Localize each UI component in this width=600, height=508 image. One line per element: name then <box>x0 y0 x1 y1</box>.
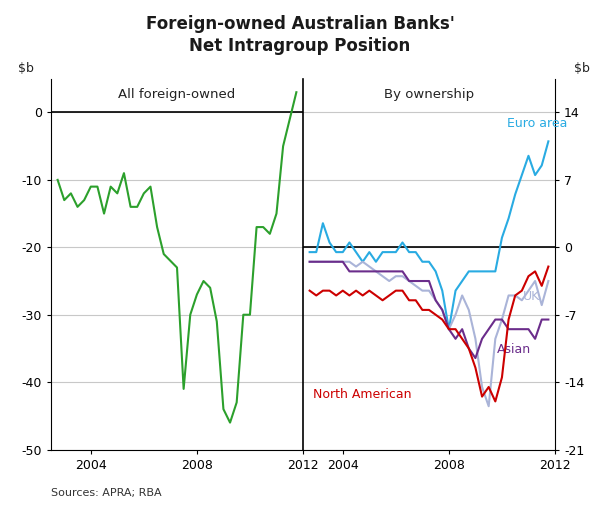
Text: North American: North American <box>313 388 412 401</box>
Text: Sources: APRA; RBA: Sources: APRA; RBA <box>51 488 161 498</box>
Text: Euro area: Euro area <box>507 117 568 130</box>
Text: Foreign-owned Australian Banks'
Net Intragroup Position: Foreign-owned Australian Banks' Net Intr… <box>146 15 454 55</box>
Text: UK: UK <box>523 290 541 303</box>
Text: Asian: Asian <box>497 343 531 356</box>
Text: $b: $b <box>574 62 590 75</box>
Text: $b: $b <box>18 62 34 75</box>
Text: All foreign-owned: All foreign-owned <box>118 88 236 101</box>
Text: By ownership: By ownership <box>384 88 474 101</box>
